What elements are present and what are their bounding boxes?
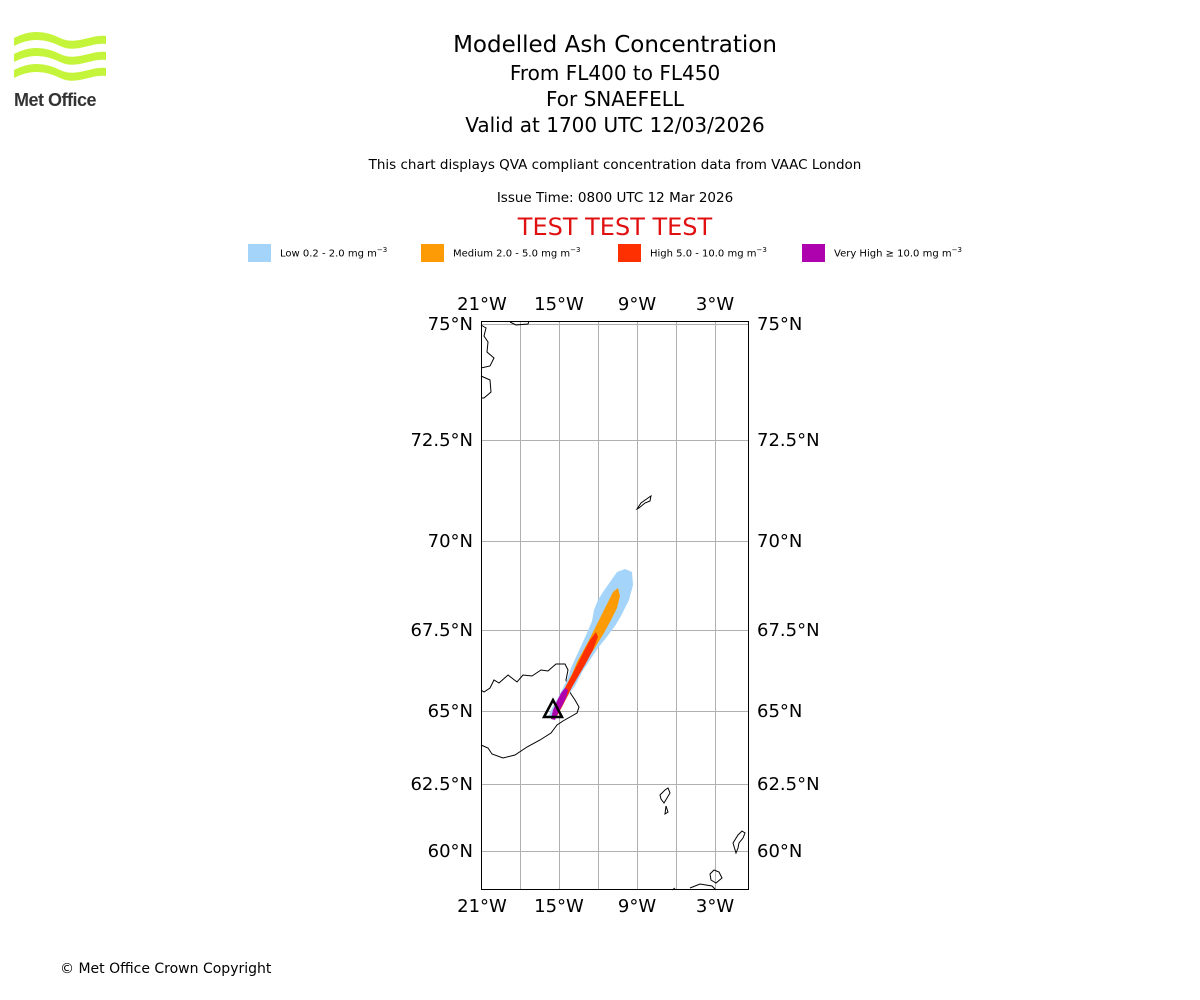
coastline-orkney [709, 869, 723, 884]
lat-label-right-67-5n: 67.5°N [757, 620, 820, 641]
bottom-longitude-labels: 21°W 15°W 9°W 3°W [457, 896, 734, 917]
coastline-scotland [689, 883, 717, 891]
lat-label-left-62-5n: 62.5°N [410, 774, 473, 795]
chart-description: This chart displays QVA compliant concen… [368, 157, 862, 173]
coastline-shetland [732, 830, 746, 855]
coastline-faroe-2 [664, 805, 669, 816]
legend-item-very-high: Very High ≥ 10.0 mg m−3 [802, 244, 962, 262]
legend-swatch-high [618, 244, 641, 262]
test-banner: TEST TEST TEST [517, 213, 713, 241]
lon-label-bottom-3w: 3°W [696, 896, 734, 917]
legend-label-very-high: Very High ≥ 10.0 mg m−3 [834, 246, 962, 260]
lon-label-top-3w: 3°W [696, 294, 734, 315]
legend-label-low: Low 0.2 - 2.0 mg m−3 [280, 246, 388, 260]
logo-waves-icon [14, 32, 106, 81]
legend-item-high: High 5.0 - 10.0 mg m−3 [618, 244, 767, 262]
legend-label-high: High 5.0 - 10.0 mg m−3 [650, 246, 767, 260]
lon-label-bottom-15w: 15°W [534, 896, 584, 917]
lat-label-right-65n: 65°N [757, 701, 802, 722]
legend-label-medium: Medium 2.0 - 5.0 mg m−3 [453, 246, 581, 260]
legend: Low 0.2 - 2.0 mg m−3 Medium 2.0 - 5.0 mg… [0, 244, 1200, 264]
lat-label-left-60n: 60°N [428, 841, 473, 862]
ash-plume-very-high [551, 688, 568, 720]
copyright-notice: © Met Office Crown Copyright [60, 961, 272, 977]
issue-time: Issue Time: 0800 UTC 12 Mar 2026 [496, 190, 734, 206]
legend-swatch-low [248, 244, 271, 262]
lat-label-left-67-5n: 67.5°N [410, 620, 473, 641]
coastline-faroe-1 [659, 787, 671, 804]
logo-text: Met Office [14, 90, 97, 110]
lat-label-left-70n: 70°N [428, 531, 473, 552]
lat-label-right-75n: 75°N [757, 314, 802, 335]
lat-label-right-62-5n: 62.5°N [757, 774, 820, 795]
left-latitude-labels: 75°N 72.5°N 70°N 67.5°N 65°N 62.5°N 60°N [410, 314, 473, 862]
top-longitude-labels: 21°W 15°W 9°W 3°W [457, 294, 734, 315]
coastline-greenland [480, 324, 495, 369]
main-title: Modelled Ash Concentration [453, 32, 777, 58]
map-frame [481, 321, 749, 890]
latitude-gridlines [481, 324, 749, 852]
legend-swatch-medium [421, 244, 444, 262]
met-office-logo: Met Office [14, 30, 106, 112]
chart-titles: Modelled Ash Concentration From FL400 to… [315, 30, 915, 138]
legend-item-medium: Medium 2.0 - 5.0 mg m−3 [421, 244, 580, 262]
lon-label-bottom-9w: 9°W [618, 896, 656, 917]
lat-label-right-72-5n: 72.5°N [757, 430, 820, 451]
lon-label-top-15w: 15°W [534, 294, 584, 315]
coastline-greenland-north [509, 320, 530, 326]
coastline-greenland-south [480, 375, 492, 399]
lat-label-left-65n: 65°N [428, 701, 473, 722]
lat-label-right-70n: 70°N [757, 531, 802, 552]
legend-item-low: Low 0.2 - 2.0 mg m−3 [248, 244, 387, 262]
flight-level-title: From FL400 to FL450 [509, 61, 721, 85]
lat-label-left-75n: 75°N [428, 314, 473, 335]
lon-label-top-21w: 21°W [457, 294, 507, 315]
coastline-jan-mayen [635, 494, 652, 511]
volcano-triangle-icon [541, 697, 565, 719]
lat-label-right-60n: 60°N [757, 841, 802, 862]
volcano-title: For SNAEFELL [545, 87, 684, 111]
lat-label-left-72-5n: 72.5°N [410, 430, 473, 451]
lon-label-bottom-21w: 21°W [457, 896, 507, 917]
lon-label-top-9w: 9°W [618, 294, 656, 315]
legend-swatch-very-high [802, 244, 825, 262]
valid-time-title: Valid at 1700 UTC 12/03/2026 [465, 113, 765, 137]
right-latitude-labels: 75°N 72.5°N 70°N 67.5°N 65°N 62.5°N 60°N [757, 314, 820, 862]
